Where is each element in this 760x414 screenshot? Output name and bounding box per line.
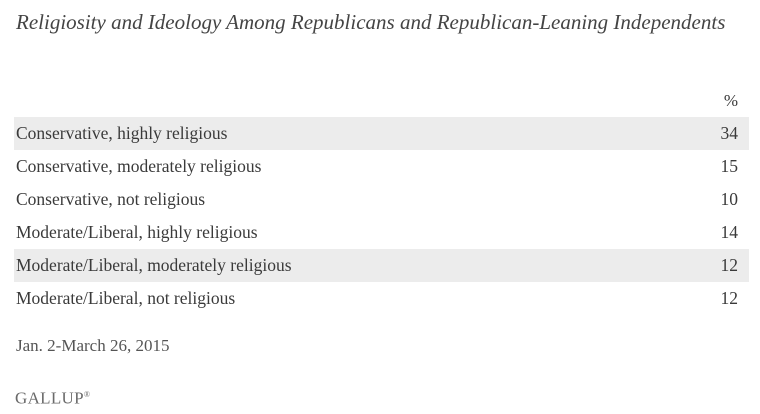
table-row: Moderate/Liberal, not religious 12 — [14, 282, 749, 315]
row-label: Moderate/Liberal, moderately religious — [16, 255, 292, 275]
registered-mark-icon: ® — [83, 390, 91, 399]
data-table: Conservative, highly religious 34 Conserva… — [14, 117, 749, 315]
row-label: Conservative, moderately religious — [16, 156, 262, 176]
row-value: 15 — [720, 156, 739, 176]
row-value: 10 — [720, 189, 739, 209]
table-row: Moderate/Liberal, moderately religious 12 — [14, 249, 749, 282]
gallup-logo-text: GALLUP — [15, 388, 84, 408]
table-row: Conservative, moderately religious 15 — [14, 150, 749, 183]
gallup-logo: GALLUP® — [15, 383, 90, 411]
row-value: 12 — [720, 255, 739, 275]
percent-column-header: % — [723, 91, 738, 110]
row-value: 12 — [720, 288, 739, 308]
table-row: Conservative, highly religious 34 — [14, 117, 749, 150]
row-label: Moderate/Liberal, highly religious — [16, 222, 258, 242]
table-row: Conservative, not religious 10 — [14, 183, 749, 216]
chart-title: Religiosity and Ideology Among Republica… — [16, 10, 726, 34]
table-row: Moderate/Liberal, highly religious 14 — [14, 216, 749, 249]
row-label: Conservative, highly religious — [16, 123, 228, 143]
row-label: Conservative, not religious — [16, 189, 206, 209]
column-header-row: % — [16, 88, 738, 114]
row-value: 34 — [720, 123, 739, 143]
row-value: 14 — [720, 222, 739, 242]
survey-date: Jan. 2-March 26, 2015 — [16, 336, 170, 355]
row-label: Moderate/Liberal, not religious — [16, 288, 236, 308]
